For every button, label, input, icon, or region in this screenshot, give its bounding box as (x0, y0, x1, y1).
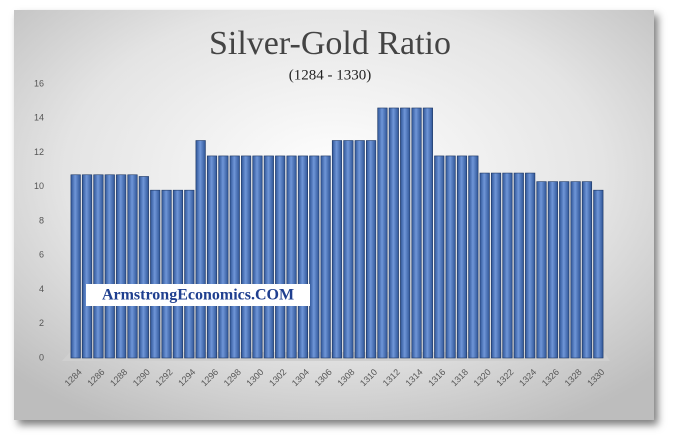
y-tick-label: 10 (34, 181, 44, 191)
bar (536, 181, 547, 359)
watermark-text: ArmstrongEconomics.COM (102, 287, 294, 304)
bar (343, 140, 354, 359)
y-tick-label: 6 (39, 250, 44, 260)
bar (388, 107, 399, 359)
bar (570, 181, 581, 359)
bar (400, 107, 411, 359)
watermark: ArmstrongEconomics.COM (86, 284, 310, 306)
bar (559, 181, 570, 359)
bar (502, 172, 513, 359)
bar (456, 155, 468, 359)
bar (104, 174, 115, 359)
bar (116, 174, 127, 359)
bar (206, 155, 218, 359)
bar (366, 140, 377, 359)
bar (150, 189, 161, 359)
bar (445, 155, 456, 359)
bar (354, 140, 365, 359)
bar (581, 181, 593, 359)
bar (241, 155, 252, 359)
bar (547, 181, 558, 359)
bar (331, 140, 343, 359)
bars (70, 107, 604, 359)
bar (377, 107, 388, 359)
y-tick-label: 12 (34, 147, 44, 157)
bar (70, 174, 81, 359)
bar (275, 155, 286, 359)
bar (195, 140, 206, 359)
bar (161, 189, 172, 359)
y-tick-label: 16 (34, 78, 44, 88)
bar (229, 155, 240, 359)
bar (513, 172, 524, 359)
bar (286, 155, 297, 359)
bar (309, 155, 320, 359)
y-tick-label: 14 (34, 113, 44, 123)
bar (252, 155, 263, 359)
bar (127, 174, 138, 359)
bar (479, 172, 490, 359)
watermark-box (86, 284, 310, 306)
bar (184, 189, 195, 359)
chart-title: Silver-Gold Ratio (209, 25, 451, 62)
bar (297, 155, 308, 359)
y-tick-label: 0 (39, 352, 44, 362)
bar (263, 155, 274, 359)
y-tick-label: 4 (39, 284, 44, 294)
bar (490, 172, 502, 359)
bar (81, 174, 93, 359)
bar (434, 155, 445, 359)
bar (218, 155, 229, 359)
y-tick-label: 2 (39, 318, 44, 328)
bar (468, 155, 479, 359)
bar (138, 176, 149, 359)
bar (422, 107, 433, 359)
bar (525, 172, 536, 359)
chart-subtitle: (1284 - 1330) (289, 67, 372, 83)
y-tick-label: 8 (39, 215, 44, 225)
bar (172, 189, 184, 359)
bar (411, 107, 422, 359)
bar (93, 174, 104, 359)
bar (593, 189, 604, 359)
bar (320, 155, 331, 359)
